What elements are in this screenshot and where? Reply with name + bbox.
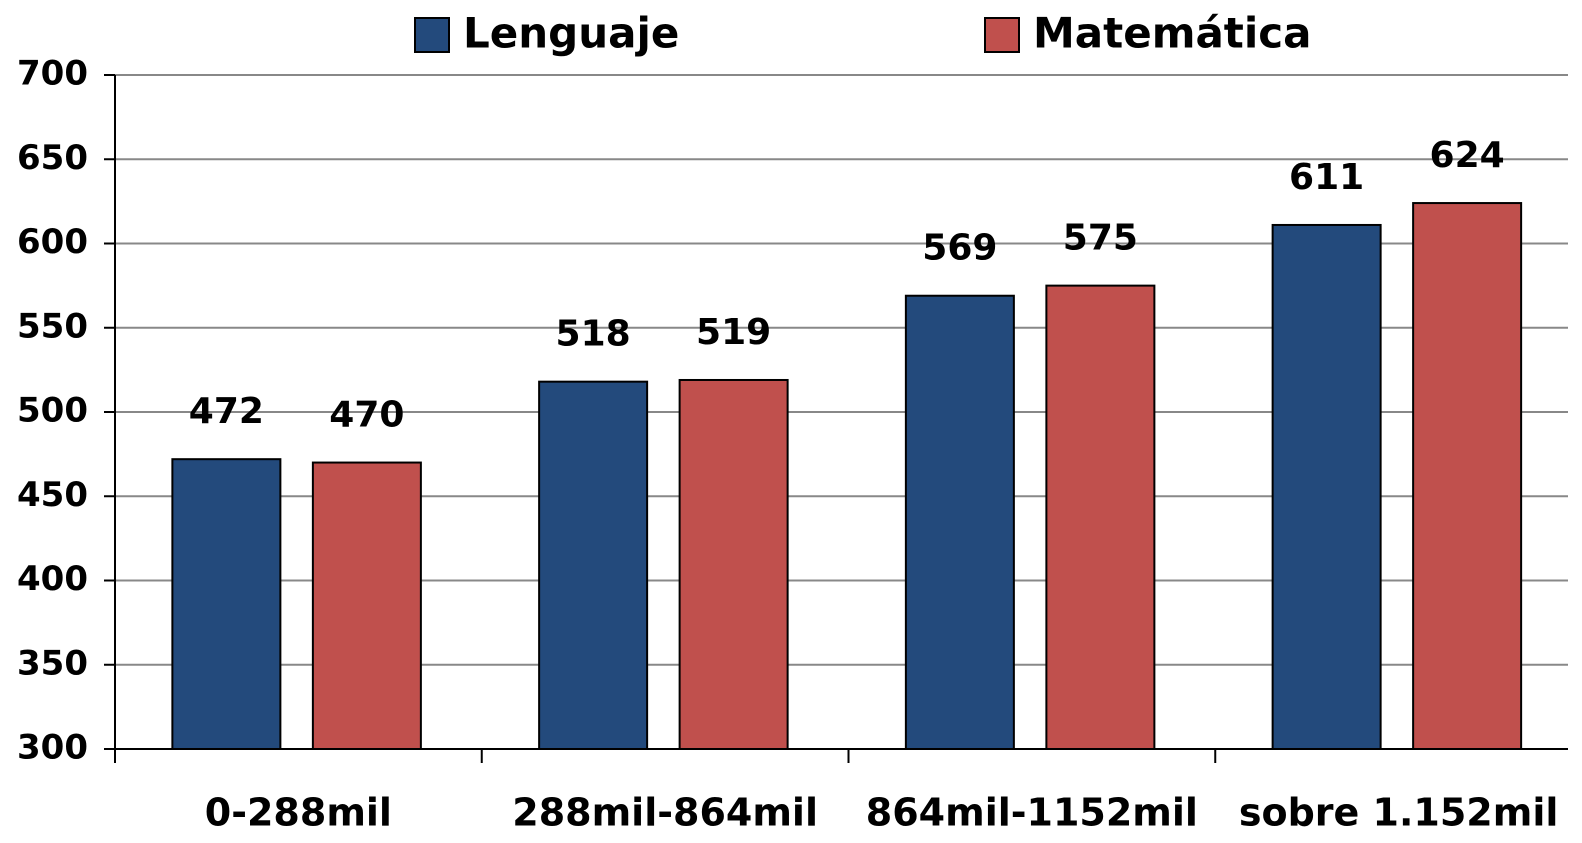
- x-tick-label: 864mil-1152mil: [866, 791, 1198, 835]
- y-tick-label: 600: [17, 222, 88, 262]
- x-tick-label: 0-288mil: [205, 791, 392, 835]
- data-label: 575: [1063, 218, 1138, 259]
- y-tick-label: 300: [17, 728, 88, 768]
- legend-swatch: [984, 17, 1020, 53]
- bar: [904, 294, 1015, 750]
- y-tick-label: 400: [17, 559, 88, 599]
- x-tick-label: 288mil-864mil: [512, 791, 818, 835]
- bar: [1271, 223, 1382, 750]
- y-tick-label: 700: [17, 54, 88, 94]
- bar: [311, 461, 422, 750]
- data-label: 611: [1289, 157, 1364, 198]
- x-tick-label: sobre 1.152mil: [1239, 791, 1559, 835]
- data-label: 624: [1430, 135, 1505, 176]
- data-label: 470: [329, 395, 404, 436]
- y-tick-label: 350: [17, 643, 88, 683]
- data-label: 472: [189, 391, 264, 432]
- bar: [678, 378, 789, 750]
- y-tick-label: 450: [17, 475, 88, 515]
- bar: [1412, 202, 1523, 750]
- y-tick-label: 650: [17, 138, 88, 178]
- bar: [171, 458, 282, 750]
- y-tick-label: 550: [17, 306, 88, 346]
- bar: [1045, 284, 1156, 750]
- data-label: 569: [922, 228, 997, 269]
- legend-label: Lenguaje: [463, 9, 679, 58]
- y-tick-label: 500: [17, 391, 88, 431]
- data-label: 519: [696, 312, 771, 353]
- data-label: 518: [556, 314, 631, 355]
- legend-label: Matemática: [1033, 9, 1312, 58]
- legend-swatch: [414, 17, 450, 53]
- bar: [538, 380, 649, 750]
